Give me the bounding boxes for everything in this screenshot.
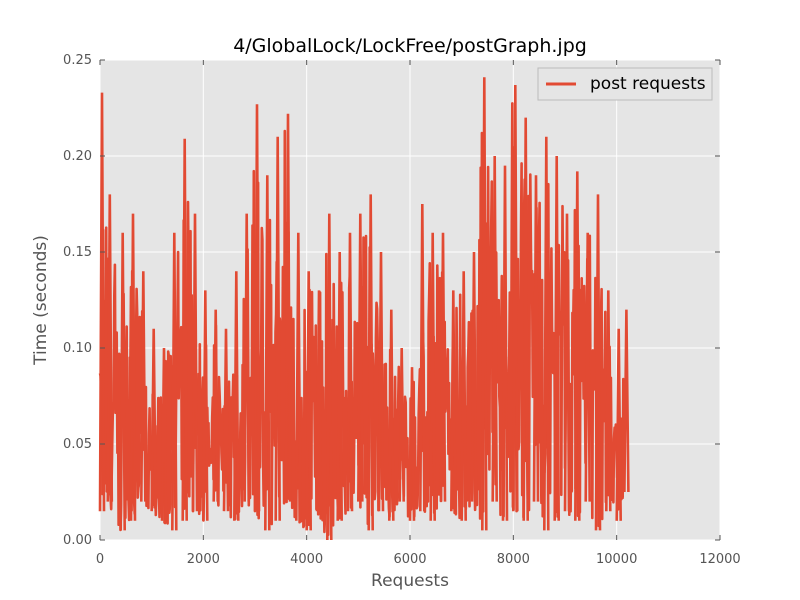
x-tick-label: 12000 bbox=[699, 552, 740, 567]
y-tick-label: 0.15 bbox=[63, 245, 92, 260]
y-tick-label: 0.25 bbox=[63, 53, 92, 68]
y-tick-label: 0.00 bbox=[63, 533, 92, 548]
legend-label: post requests bbox=[590, 74, 706, 94]
chart-title: 4/GlobalLock/LockFree/postGraph.jpg bbox=[233, 35, 587, 57]
x-tick-label: 0 bbox=[96, 552, 104, 567]
axes: 0 2000 4000 6000 8000 10000 12000 0.00 0.05 0.10 0… bbox=[63, 53, 741, 567]
y-tick-label: 0.10 bbox=[63, 341, 92, 356]
x-tick-label: 2000 bbox=[187, 552, 220, 567]
data-series bbox=[98, 77, 630, 541]
y-tick-label: 0.20 bbox=[63, 149, 92, 164]
x-tick-label: 8000 bbox=[497, 552, 530, 567]
legend: post requests bbox=[537, 67, 713, 101]
x-tick-label: 6000 bbox=[393, 552, 426, 567]
y-tick-label: 0.05 bbox=[63, 437, 92, 452]
x-axis-label: Requests bbox=[371, 571, 449, 591]
x-tick-label: 4000 bbox=[290, 552, 323, 567]
y-axis-label: Time (seconds) bbox=[31, 235, 51, 366]
x-tick-label: 10000 bbox=[596, 552, 637, 567]
series-peaks-post-requests bbox=[98, 77, 630, 541]
